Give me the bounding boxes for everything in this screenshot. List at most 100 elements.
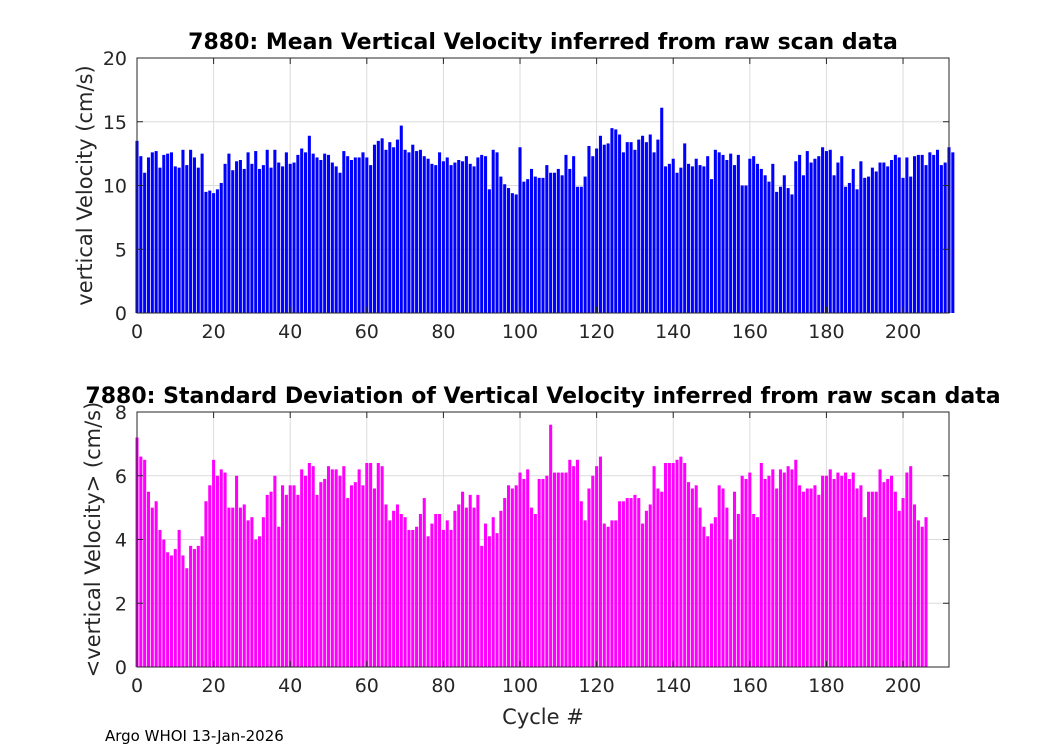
bar bbox=[821, 475, 825, 667]
bar bbox=[522, 181, 526, 313]
bar bbox=[729, 153, 733, 314]
bar bbox=[284, 152, 288, 313]
bar bbox=[805, 488, 809, 667]
bar bbox=[641, 135, 645, 313]
bar bbox=[461, 491, 465, 667]
bar bbox=[618, 134, 622, 313]
bar bbox=[893, 491, 897, 667]
bar bbox=[736, 154, 740, 313]
bar bbox=[706, 536, 710, 667]
bar bbox=[920, 154, 924, 313]
x-tick-label: 40 bbox=[278, 675, 302, 697]
bar bbox=[357, 469, 361, 668]
bar bbox=[235, 161, 239, 313]
bar bbox=[855, 488, 859, 667]
y-tick-label: 15 bbox=[103, 112, 127, 134]
bar bbox=[254, 539, 258, 667]
bar bbox=[775, 488, 779, 667]
bar bbox=[752, 514, 756, 667]
x-tick-label: 160 bbox=[732, 675, 768, 697]
bar bbox=[552, 472, 557, 667]
bar bbox=[349, 485, 354, 667]
bar bbox=[353, 157, 357, 313]
bar bbox=[365, 157, 369, 313]
bar bbox=[694, 485, 698, 667]
bar bbox=[369, 165, 373, 313]
bar bbox=[679, 167, 683, 313]
bar bbox=[150, 152, 154, 313]
bar bbox=[710, 179, 714, 314]
bar bbox=[595, 466, 599, 667]
bar bbox=[434, 165, 438, 313]
bar bbox=[173, 549, 177, 667]
bar bbox=[897, 510, 901, 667]
bar bbox=[817, 156, 821, 313]
bar bbox=[223, 163, 227, 313]
bar bbox=[185, 165, 189, 313]
bar bbox=[189, 149, 193, 313]
bar bbox=[395, 504, 399, 667]
bar bbox=[150, 507, 154, 668]
y-tick-label: 4 bbox=[115, 530, 127, 552]
bar bbox=[755, 163, 760, 313]
bar bbox=[801, 175, 805, 313]
bar bbox=[675, 459, 679, 667]
bar bbox=[844, 472, 848, 667]
bar bbox=[713, 517, 717, 667]
bar bbox=[296, 494, 300, 668]
x-tick-label: 120 bbox=[578, 321, 614, 343]
bar bbox=[158, 529, 162, 667]
bar bbox=[491, 517, 495, 667]
bar bbox=[399, 514, 403, 667]
bar bbox=[552, 172, 557, 313]
bar bbox=[204, 501, 208, 667]
x-tick-label: 40 bbox=[278, 321, 302, 343]
bar bbox=[591, 475, 595, 667]
bar bbox=[526, 469, 530, 668]
bar bbox=[641, 523, 645, 667]
bar bbox=[606, 526, 610, 667]
bar bbox=[706, 156, 710, 313]
bar bbox=[395, 139, 399, 313]
bar bbox=[717, 485, 721, 667]
bar bbox=[484, 156, 488, 313]
bar bbox=[583, 176, 587, 313]
bar bbox=[227, 153, 231, 314]
bar bbox=[844, 186, 848, 313]
y-tick-label: 0 bbox=[115, 657, 127, 679]
bar bbox=[644, 510, 648, 667]
bar bbox=[928, 152, 932, 313]
bar bbox=[495, 533, 499, 668]
bar bbox=[323, 478, 327, 667]
bar bbox=[503, 498, 507, 667]
bar bbox=[725, 160, 729, 313]
bar bbox=[449, 529, 453, 667]
bar bbox=[625, 498, 629, 667]
bar bbox=[621, 501, 625, 667]
bar bbox=[549, 424, 553, 667]
bar bbox=[870, 491, 874, 667]
bar bbox=[212, 193, 216, 313]
x-tick-label: 80 bbox=[431, 321, 455, 343]
bar bbox=[648, 134, 652, 313]
x-tick-label: 60 bbox=[355, 675, 379, 697]
bar bbox=[273, 149, 277, 313]
bar bbox=[545, 165, 549, 313]
bar bbox=[778, 469, 782, 668]
x-tick-label: 60 bbox=[355, 321, 379, 343]
bar bbox=[572, 156, 576, 313]
x-tick-label: 140 bbox=[655, 321, 691, 343]
x-tick-label: 100 bbox=[502, 321, 538, 343]
chart-title: 7880: Mean Vertical Velocity inferred fr… bbox=[188, 30, 898, 55]
bar bbox=[304, 152, 308, 313]
bar bbox=[736, 514, 740, 667]
bar bbox=[464, 156, 468, 313]
bar bbox=[292, 485, 296, 667]
bar bbox=[614, 520, 618, 668]
bar bbox=[901, 177, 905, 313]
bar bbox=[438, 152, 442, 313]
bar bbox=[660, 107, 664, 313]
bar bbox=[598, 456, 602, 668]
bar bbox=[939, 165, 943, 313]
bar bbox=[801, 491, 805, 667]
